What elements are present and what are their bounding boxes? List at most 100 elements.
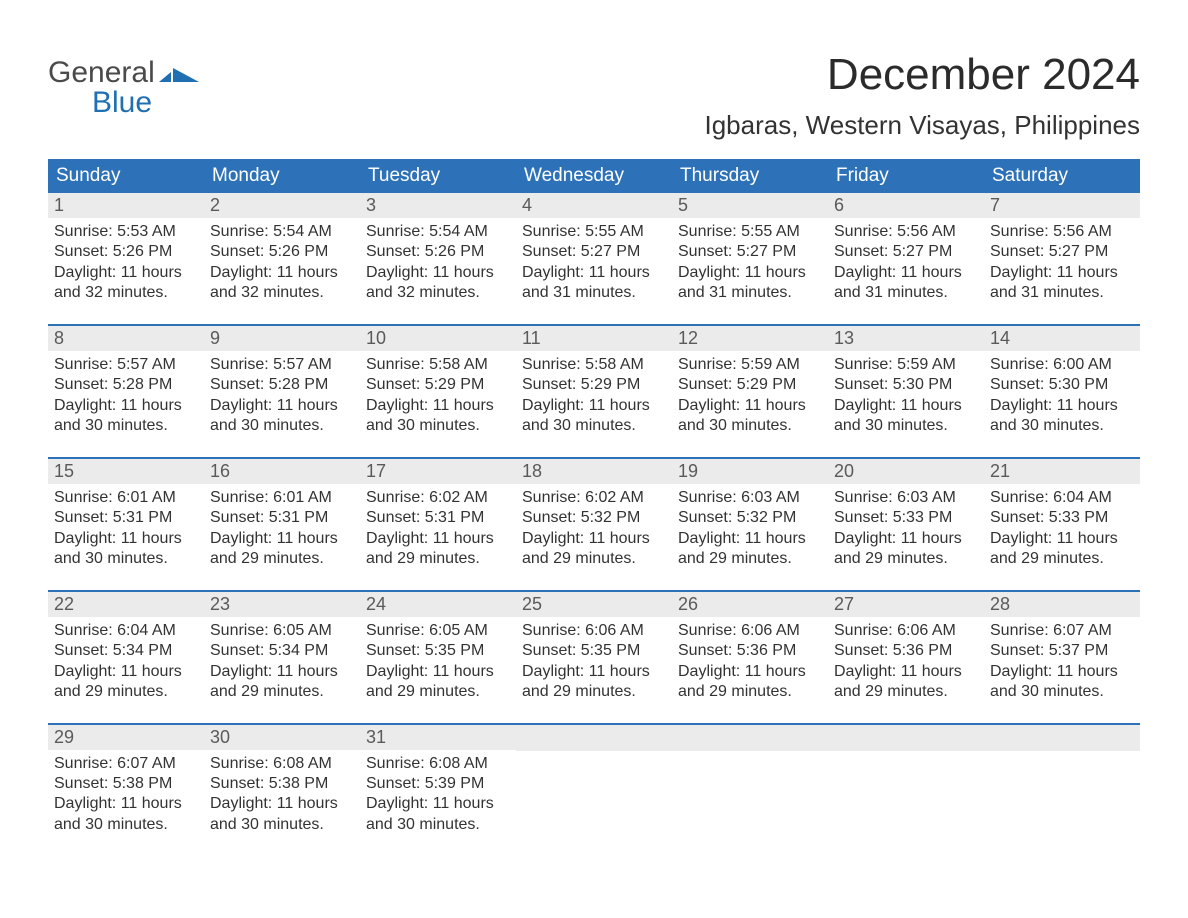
daylight1-text: Daylight: 11 hours: [54, 263, 198, 283]
sunset-text: Sunset: 5:28 PM: [210, 375, 354, 395]
day-cell: 3Sunrise: 5:54 AMSunset: 5:26 PMDaylight…: [360, 193, 516, 310]
sunrise-text: Sunrise: 6:08 AM: [366, 754, 510, 774]
daylight2-text: and 30 minutes.: [366, 416, 510, 436]
day-cell: 7Sunrise: 5:56 AMSunset: 5:27 PMDaylight…: [984, 193, 1140, 310]
sunset-text: Sunset: 5:29 PM: [366, 375, 510, 395]
sunrise-text: Sunrise: 6:06 AM: [522, 621, 666, 641]
day-cell: 22Sunrise: 6:04 AMSunset: 5:34 PMDayligh…: [48, 592, 204, 709]
day-number: 8: [48, 326, 204, 351]
daylight1-text: Daylight: 11 hours: [990, 529, 1134, 549]
day-number: 22: [48, 592, 204, 617]
day-content: Sunrise: 6:02 AMSunset: 5:31 PMDaylight:…: [360, 484, 516, 576]
day-cell: 15Sunrise: 6:01 AMSunset: 5:31 PMDayligh…: [48, 459, 204, 576]
day-cell: 27Sunrise: 6:06 AMSunset: 5:36 PMDayligh…: [828, 592, 984, 709]
day-content: Sunrise: 5:54 AMSunset: 5:26 PMDaylight:…: [360, 218, 516, 310]
weeks-container: 1Sunrise: 5:53 AMSunset: 5:26 PMDaylight…: [48, 193, 1140, 841]
sunset-text: Sunset: 5:32 PM: [678, 508, 822, 528]
day-number: [516, 725, 672, 751]
daylight2-text: and 32 minutes.: [210, 283, 354, 303]
sunrise-text: Sunrise: 5:56 AM: [990, 222, 1134, 242]
sunset-text: Sunset: 5:38 PM: [54, 774, 198, 794]
daylight1-text: Daylight: 11 hours: [210, 529, 354, 549]
sunset-text: Sunset: 5:29 PM: [678, 375, 822, 395]
daylight1-text: Daylight: 11 hours: [834, 263, 978, 283]
sunset-text: Sunset: 5:26 PM: [210, 242, 354, 262]
day-number: 3: [360, 193, 516, 218]
daylight2-text: and 30 minutes.: [990, 682, 1134, 702]
day-cell: 19Sunrise: 6:03 AMSunset: 5:32 PMDayligh…: [672, 459, 828, 576]
sunset-text: Sunset: 5:35 PM: [366, 641, 510, 661]
day-number: 17: [360, 459, 516, 484]
daylight2-text: and 29 minutes.: [834, 682, 978, 702]
sunset-text: Sunset: 5:26 PM: [366, 242, 510, 262]
sunset-text: Sunset: 5:27 PM: [990, 242, 1134, 262]
sunset-text: Sunset: 5:31 PM: [54, 508, 198, 528]
day-number: 19: [672, 459, 828, 484]
daylight1-text: Daylight: 11 hours: [54, 662, 198, 682]
daylight2-text: and 30 minutes.: [54, 416, 198, 436]
daylight2-text: and 29 minutes.: [678, 682, 822, 702]
sunrise-text: Sunrise: 5:54 AM: [210, 222, 354, 242]
brand-bottom-text: Blue: [92, 88, 152, 118]
daylight2-text: and 29 minutes.: [366, 682, 510, 702]
daylight1-text: Daylight: 11 hours: [678, 529, 822, 549]
sunset-text: Sunset: 5:34 PM: [210, 641, 354, 661]
sunrise-text: Sunrise: 6:06 AM: [678, 621, 822, 641]
sunset-text: Sunset: 5:37 PM: [990, 641, 1134, 661]
day-cell: 12Sunrise: 5:59 AMSunset: 5:29 PMDayligh…: [672, 326, 828, 443]
daylight2-text: and 29 minutes.: [210, 682, 354, 702]
daylight1-text: Daylight: 11 hours: [54, 794, 198, 814]
sunrise-text: Sunrise: 6:01 AM: [210, 488, 354, 508]
sunset-text: Sunset: 5:28 PM: [54, 375, 198, 395]
daylight1-text: Daylight: 11 hours: [210, 263, 354, 283]
weekday-header: Sunday: [48, 159, 204, 193]
week-row: 22Sunrise: 6:04 AMSunset: 5:34 PMDayligh…: [48, 590, 1140, 709]
day-content: Sunrise: 5:53 AMSunset: 5:26 PMDaylight:…: [48, 218, 204, 310]
day-cell: 23Sunrise: 6:05 AMSunset: 5:34 PMDayligh…: [204, 592, 360, 709]
sunrise-text: Sunrise: 6:02 AM: [366, 488, 510, 508]
daylight2-text: and 30 minutes.: [210, 416, 354, 436]
calendar: Sunday Monday Tuesday Wednesday Thursday…: [48, 159, 1140, 841]
daylight2-text: and 30 minutes.: [210, 815, 354, 835]
day-number: [828, 725, 984, 751]
day-content: Sunrise: 6:02 AMSunset: 5:32 PMDaylight:…: [516, 484, 672, 576]
day-cell: 8Sunrise: 5:57 AMSunset: 5:28 PMDaylight…: [48, 326, 204, 443]
sunset-text: Sunset: 5:33 PM: [990, 508, 1134, 528]
sunset-text: Sunset: 5:27 PM: [834, 242, 978, 262]
daylight2-text: and 29 minutes.: [678, 549, 822, 569]
daylight1-text: Daylight: 11 hours: [990, 396, 1134, 416]
day-content: Sunrise: 6:07 AMSunset: 5:38 PMDaylight:…: [48, 750, 204, 842]
sunset-text: Sunset: 5:36 PM: [834, 641, 978, 661]
day-number: 12: [672, 326, 828, 351]
daylight1-text: Daylight: 11 hours: [366, 529, 510, 549]
day-content: Sunrise: 5:59 AMSunset: 5:29 PMDaylight:…: [672, 351, 828, 443]
sunrise-text: Sunrise: 6:06 AM: [834, 621, 978, 641]
daylight1-text: Daylight: 11 hours: [54, 529, 198, 549]
sunrise-text: Sunrise: 5:54 AM: [366, 222, 510, 242]
weekday-header: Saturday: [984, 159, 1140, 193]
daylight1-text: Daylight: 11 hours: [990, 662, 1134, 682]
day-number: 26: [672, 592, 828, 617]
day-content: Sunrise: 6:03 AMSunset: 5:32 PMDaylight:…: [672, 484, 828, 576]
day-number: 2: [204, 193, 360, 218]
sunset-text: Sunset: 5:30 PM: [990, 375, 1134, 395]
daylight1-text: Daylight: 11 hours: [834, 662, 978, 682]
daylight1-text: Daylight: 11 hours: [522, 529, 666, 549]
sunset-text: Sunset: 5:36 PM: [678, 641, 822, 661]
header: General Blue December 2024 Igbaras, West…: [48, 50, 1140, 141]
sunrise-text: Sunrise: 5:57 AM: [54, 355, 198, 375]
daylight2-text: and 31 minutes.: [522, 283, 666, 303]
day-content: Sunrise: 5:57 AMSunset: 5:28 PMDaylight:…: [48, 351, 204, 443]
daylight2-text: and 29 minutes.: [522, 682, 666, 702]
day-cell: 17Sunrise: 6:02 AMSunset: 5:31 PMDayligh…: [360, 459, 516, 576]
day-cell: 31Sunrise: 6:08 AMSunset: 5:39 PMDayligh…: [360, 725, 516, 842]
day-number: 24: [360, 592, 516, 617]
sunset-text: Sunset: 5:39 PM: [366, 774, 510, 794]
sunset-text: Sunset: 5:30 PM: [834, 375, 978, 395]
daylight2-text: and 30 minutes.: [522, 416, 666, 436]
month-title: December 2024: [705, 50, 1141, 100]
day-cell: [984, 725, 1140, 842]
daylight1-text: Daylight: 11 hours: [366, 794, 510, 814]
day-cell: 28Sunrise: 6:07 AMSunset: 5:37 PMDayligh…: [984, 592, 1140, 709]
day-number: 15: [48, 459, 204, 484]
